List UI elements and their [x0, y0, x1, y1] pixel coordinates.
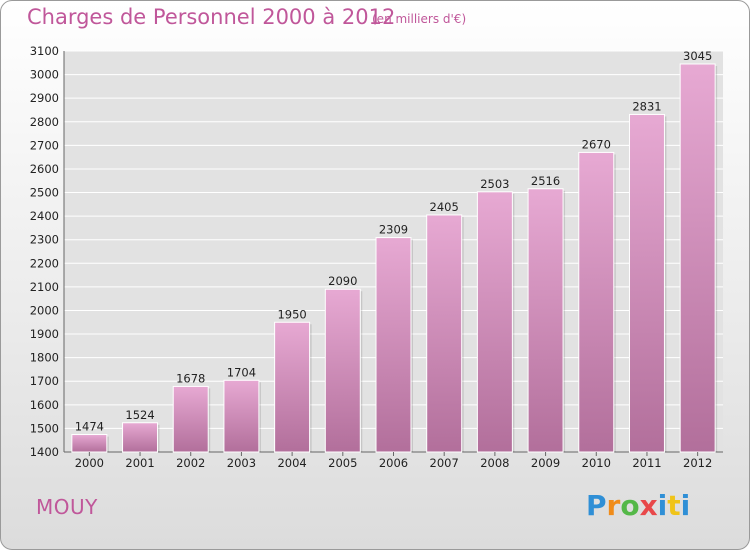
data-label: 1704 [227, 365, 256, 379]
bar [476, 191, 513, 453]
logo-letter: t [667, 489, 681, 522]
y-tick-label: 2000 [30, 303, 59, 317]
bar [324, 288, 361, 453]
y-tick-label: 1400 [30, 445, 59, 459]
data-label: 1474 [75, 420, 104, 434]
data-label: 1950 [277, 307, 306, 321]
bar [172, 385, 209, 453]
proxiti-logo: Proxiti [586, 489, 690, 522]
y-tick-label: 2200 [30, 256, 59, 270]
place-name: MOUY [36, 495, 98, 519]
y-tick-label: 1700 [30, 374, 59, 388]
x-tick-label: 2001 [125, 456, 154, 470]
bar [426, 214, 463, 453]
data-label: 2090 [328, 274, 357, 288]
chart-title: Charges de Personnel 2000 à 2012 [27, 5, 396, 29]
y-tick-label: 2500 [30, 186, 59, 200]
y-tick-label: 2300 [30, 233, 59, 247]
bar [375, 237, 412, 453]
bar [274, 321, 311, 453]
y-tick-label: 2600 [30, 162, 59, 176]
y-tick-label: 1800 [30, 351, 59, 365]
data-label: 2831 [632, 99, 661, 113]
logo-letter: x [639, 489, 658, 522]
bar [527, 188, 564, 453]
data-label: 3045 [683, 49, 712, 63]
y-tick-label: 2400 [30, 209, 59, 223]
data-label: 1524 [125, 408, 154, 422]
logo-letter: P [586, 489, 607, 522]
logo-letter: i [680, 489, 691, 522]
x-tick-label: 2012 [683, 456, 712, 470]
bar [71, 434, 108, 453]
logo-letter: r [606, 489, 621, 522]
bar [223, 379, 260, 453]
logo-letter: o [620, 489, 640, 522]
y-tick-label: 3000 [30, 68, 59, 82]
logo-letter: i [657, 489, 668, 522]
x-tick-label: 2003 [227, 456, 256, 470]
x-tick-label: 2011 [632, 456, 661, 470]
x-tick-label: 2009 [531, 456, 560, 470]
data-label: 2309 [379, 223, 408, 237]
data-label: 2516 [531, 174, 560, 188]
x-tick-label: 2007 [430, 456, 459, 470]
chart-subtitle: (en milliers d'€) [372, 12, 467, 26]
x-tick-label: 2010 [582, 456, 611, 470]
y-tick-label: 2900 [30, 91, 59, 105]
bar [679, 63, 716, 453]
data-label: 2503 [480, 177, 509, 191]
y-tick-label: 2800 [30, 115, 59, 129]
bar [122, 422, 159, 453]
data-label: 2670 [582, 137, 611, 151]
bar [578, 151, 615, 453]
x-tick-label: 2000 [75, 456, 104, 470]
y-tick-label: 3100 [30, 44, 59, 58]
y-tick-label: 1600 [30, 398, 59, 412]
x-tick-label: 2002 [176, 456, 205, 470]
y-tick-label: 1900 [30, 327, 59, 341]
x-tick-label: 2004 [277, 456, 306, 470]
data-label: 1678 [176, 371, 205, 385]
y-tick-label: 1500 [30, 421, 59, 435]
x-tick-label: 2005 [328, 456, 357, 470]
bar [628, 113, 665, 453]
y-tick-label: 2700 [30, 138, 59, 152]
data-label: 2405 [430, 200, 459, 214]
x-tick-label: 2008 [480, 456, 509, 470]
x-tick-label: 2006 [379, 456, 408, 470]
y-tick-label: 2100 [30, 280, 59, 294]
